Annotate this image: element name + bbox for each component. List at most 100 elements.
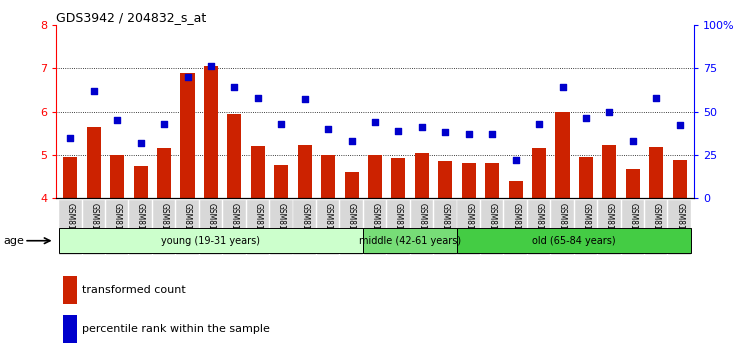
Bar <box>134 166 148 198</box>
Point <box>275 121 287 126</box>
Text: GSM813013: GSM813013 <box>652 203 661 249</box>
Point <box>510 157 522 163</box>
Text: GSM813014: GSM813014 <box>675 203 684 249</box>
Bar <box>579 157 593 198</box>
FancyBboxPatch shape <box>176 200 199 255</box>
Text: age: age <box>4 236 25 246</box>
FancyBboxPatch shape <box>410 200 433 255</box>
Text: young (19-31 years): young (19-31 years) <box>161 236 260 246</box>
Bar <box>181 73 194 198</box>
Bar <box>438 160 452 198</box>
FancyBboxPatch shape <box>106 200 128 255</box>
Point <box>346 138 358 144</box>
FancyBboxPatch shape <box>598 200 620 255</box>
Point <box>650 95 662 101</box>
Text: GSM813010: GSM813010 <box>581 203 590 249</box>
Point <box>228 84 240 90</box>
FancyBboxPatch shape <box>645 200 668 255</box>
Point <box>580 116 592 121</box>
Bar <box>650 147 663 198</box>
Text: GSM813012: GSM813012 <box>628 203 638 249</box>
Point <box>556 84 568 90</box>
Bar <box>321 155 335 198</box>
Text: GSM813004: GSM813004 <box>441 203 450 249</box>
Point <box>674 122 686 128</box>
Point <box>416 124 428 130</box>
FancyBboxPatch shape <box>364 200 386 255</box>
FancyBboxPatch shape <box>200 200 222 255</box>
Point <box>205 64 217 69</box>
Bar <box>392 158 406 198</box>
FancyBboxPatch shape <box>622 200 644 255</box>
Bar <box>673 160 687 198</box>
Bar <box>87 127 100 198</box>
Text: GDS3942 / 204832_s_at: GDS3942 / 204832_s_at <box>56 11 206 24</box>
Bar <box>157 148 171 198</box>
Text: GSM813001: GSM813001 <box>370 203 380 249</box>
FancyBboxPatch shape <box>247 200 269 255</box>
Bar <box>251 146 265 198</box>
Text: old (65-84 years): old (65-84 years) <box>532 236 616 246</box>
Text: GSM812995: GSM812995 <box>230 203 238 249</box>
Text: GSM812998: GSM812998 <box>300 203 309 249</box>
FancyBboxPatch shape <box>458 200 480 255</box>
Bar <box>58 228 363 253</box>
Bar <box>462 163 476 198</box>
Text: GSM813007: GSM813007 <box>512 203 520 249</box>
Text: GSM812992: GSM812992 <box>160 203 169 249</box>
Bar <box>368 155 382 198</box>
FancyBboxPatch shape <box>316 200 339 255</box>
Bar <box>298 145 312 198</box>
Text: GSM813003: GSM813003 <box>417 203 426 249</box>
FancyBboxPatch shape <box>293 200 316 255</box>
FancyBboxPatch shape <box>504 200 526 255</box>
Bar <box>602 145 616 198</box>
Text: GSM813002: GSM813002 <box>394 203 403 249</box>
Point <box>369 119 381 125</box>
FancyBboxPatch shape <box>340 200 363 255</box>
Point <box>463 131 475 137</box>
Bar <box>110 155 125 198</box>
Text: middle (42-61 years): middle (42-61 years) <box>359 236 461 246</box>
Bar <box>274 165 288 198</box>
Bar <box>485 163 500 198</box>
Point <box>322 126 334 132</box>
Point <box>627 138 639 144</box>
Text: GSM813005: GSM813005 <box>464 203 473 249</box>
Point <box>603 109 615 114</box>
Point <box>392 128 404 133</box>
Text: GSM812991: GSM812991 <box>136 203 146 249</box>
FancyBboxPatch shape <box>528 200 550 255</box>
Point <box>298 97 310 102</box>
Bar <box>62 276 76 304</box>
Text: GSM812994: GSM812994 <box>206 203 215 249</box>
FancyBboxPatch shape <box>387 200 410 255</box>
Bar <box>415 153 429 198</box>
FancyBboxPatch shape <box>668 200 691 255</box>
Point <box>111 118 123 123</box>
FancyBboxPatch shape <box>551 200 574 255</box>
Text: GSM812993: GSM812993 <box>183 203 192 249</box>
FancyBboxPatch shape <box>129 200 152 255</box>
Text: GSM813009: GSM813009 <box>558 203 567 249</box>
Point <box>158 121 170 126</box>
FancyBboxPatch shape <box>481 200 503 255</box>
FancyBboxPatch shape <box>270 200 292 255</box>
Point <box>486 131 498 137</box>
Bar <box>63 157 77 198</box>
Text: GSM813000: GSM813000 <box>347 203 356 249</box>
FancyBboxPatch shape <box>59 200 82 255</box>
Point <box>533 121 545 126</box>
Text: GSM812999: GSM812999 <box>323 203 332 249</box>
Text: GSM813011: GSM813011 <box>604 203 613 249</box>
FancyBboxPatch shape <box>153 200 176 255</box>
Point <box>64 135 76 140</box>
Point <box>182 74 194 80</box>
FancyBboxPatch shape <box>82 200 105 255</box>
Bar <box>62 315 76 343</box>
Bar <box>344 172 358 198</box>
Text: GSM812996: GSM812996 <box>254 203 262 249</box>
Text: transformed count: transformed count <box>82 285 185 296</box>
Text: GSM812997: GSM812997 <box>277 203 286 249</box>
Point <box>252 95 264 101</box>
